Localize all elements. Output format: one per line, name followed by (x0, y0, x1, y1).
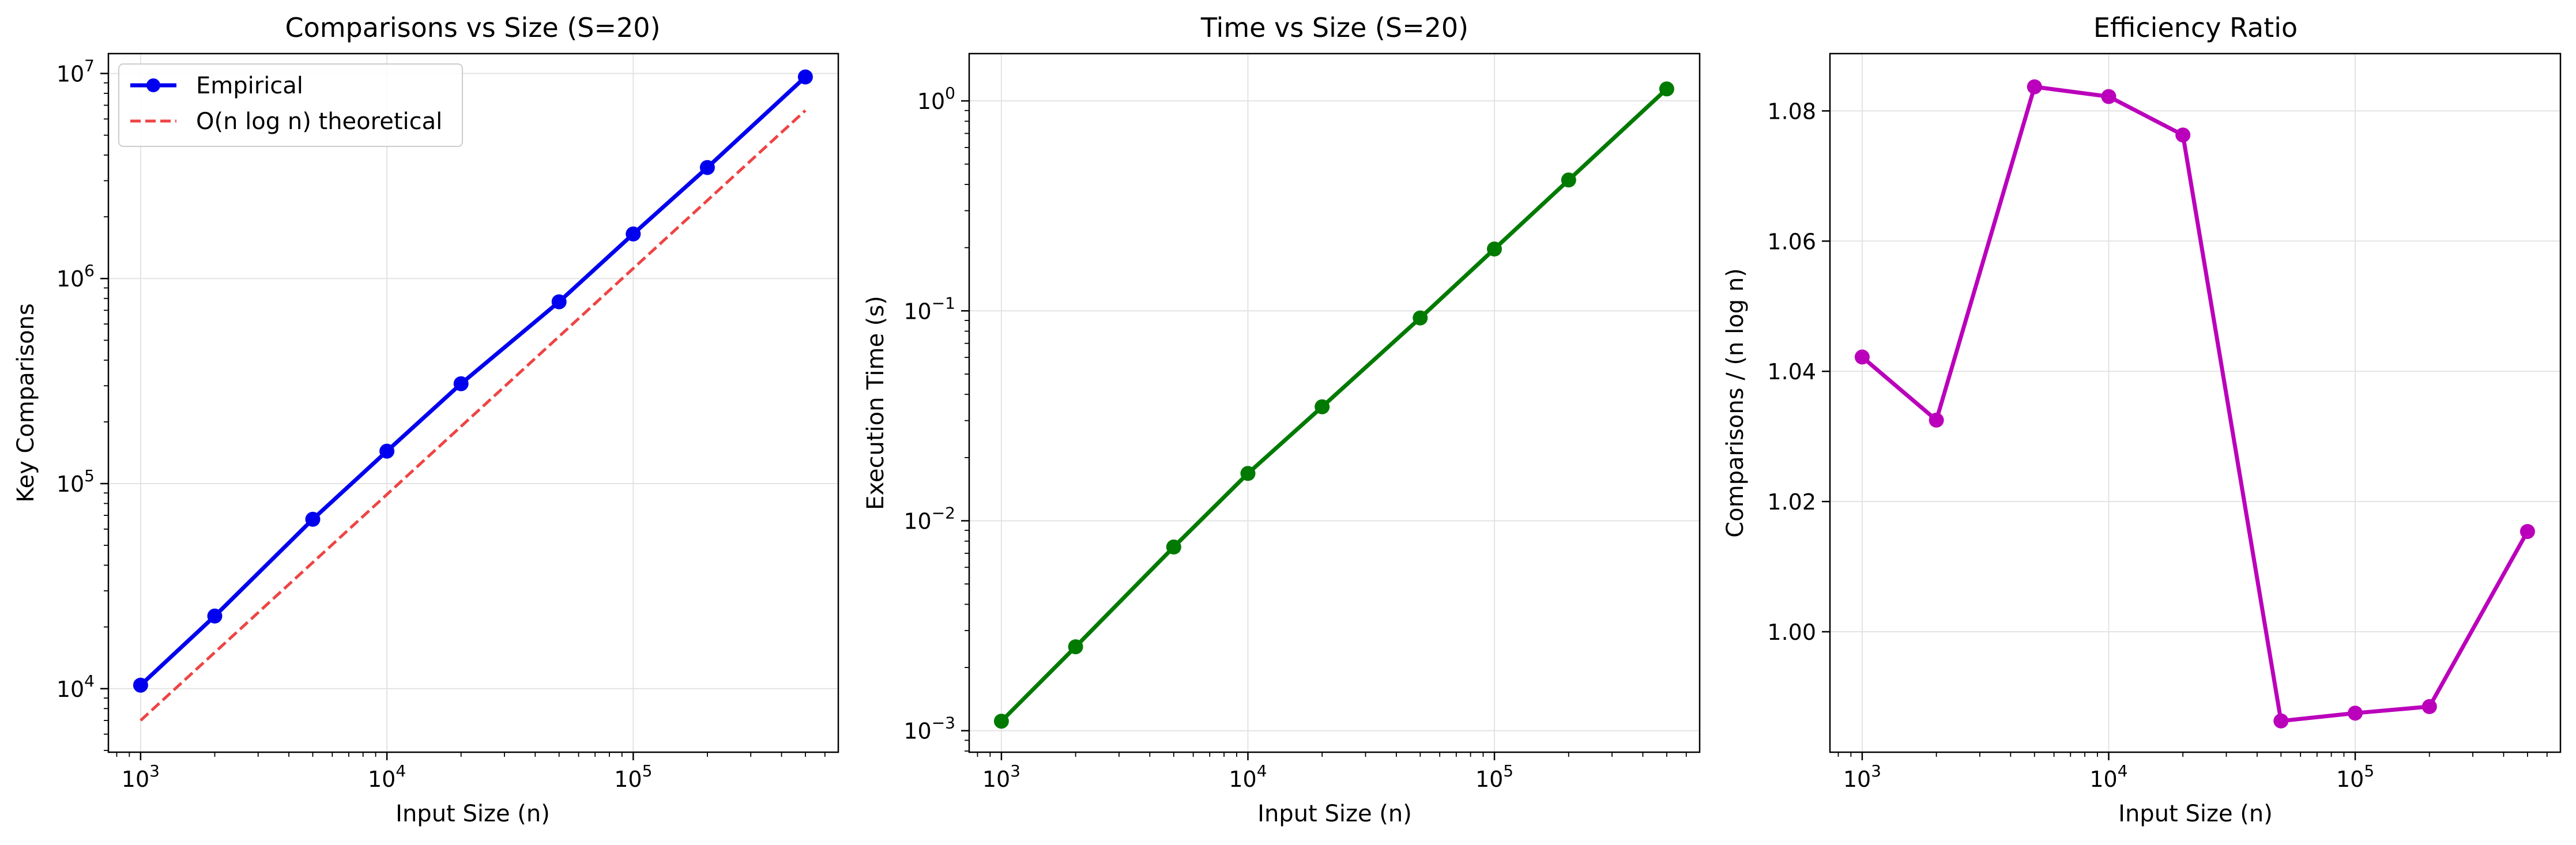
x-tick-label: 105 (614, 761, 652, 792)
data-point (551, 294, 567, 310)
data-point (1659, 81, 1674, 97)
x-tick-label: 103 (982, 761, 1020, 792)
data-point (2421, 699, 2437, 714)
legend-label-theoretical: O(n log n) theoretical (196, 108, 442, 135)
x-tick-label: 105 (1475, 761, 1513, 792)
data-point (993, 714, 1009, 729)
data-point (1166, 540, 1181, 554)
time-vs-size-chart: Time vs Size (S=20) 103 104 105 10−3 10−2 10… (863, 12, 1701, 827)
data-point (379, 443, 395, 459)
data-point (699, 160, 715, 175)
data-point (2101, 89, 2116, 104)
series-line-1 (140, 109, 807, 722)
data-point (626, 226, 641, 242)
y-axis-label: Comparisons / (n log n) (1722, 268, 1749, 538)
data-point (1854, 349, 1870, 365)
y-tick-label: 107 (57, 56, 95, 86)
x-tick-label: 105 (2336, 761, 2374, 792)
x-axis-label: Input Size (n) (1257, 801, 1412, 827)
x-axis-label: Input Size (n) (396, 801, 550, 827)
y-tick-label: 10−2 (903, 503, 955, 534)
efficiency-ratio-chart: Efficiency Ratio 103 104 105 1.00 1.02 1.04 1… (1722, 12, 2562, 827)
data-point (797, 69, 813, 85)
y-tick-label: 1.02 (1767, 489, 1816, 515)
y-tick-label: 1.00 (1767, 620, 1816, 645)
chart-title: Comparisons vs Size (S=20) (285, 12, 660, 43)
legend-marker-empirical (146, 78, 160, 92)
data-point (1413, 310, 1428, 326)
y-tick-label: 10−1 (903, 293, 955, 324)
chart-title: Efficiency Ratio (2093, 12, 2298, 43)
legend-label-empirical: Empirical (196, 73, 303, 99)
x-tick-label: 104 (1229, 761, 1267, 792)
y-tick-label: 105 (57, 466, 95, 497)
data-point (133, 677, 148, 693)
x-tick-label: 104 (368, 761, 406, 792)
comparisons-vs-size-chart: Comparisons vs Size (S=20) 103 104 105 104… (13, 12, 839, 827)
y-tick-label: 106 (57, 261, 95, 292)
x-axis-label: Input Size (n) (2118, 801, 2273, 827)
data-point (2175, 127, 2191, 143)
y-tick-label: 104 (57, 672, 95, 702)
data-point (1068, 639, 1083, 655)
y-tick-label: 100 (917, 84, 955, 114)
x-tick-label: 104 (2089, 761, 2127, 792)
data-point (453, 376, 469, 391)
y-tick-label: 1.04 (1767, 359, 1816, 384)
plot-frame (1829, 52, 2562, 753)
data-point (1315, 399, 1330, 414)
data-point (1240, 466, 1256, 481)
data-point (2273, 713, 2289, 729)
data-point (2519, 524, 2535, 540)
legend: Empirical O(n log n) theoretical (118, 63, 463, 147)
data-point (305, 511, 321, 527)
data-point (2348, 706, 2363, 721)
data-point (1487, 242, 1502, 256)
y-tick-label: 10−3 (903, 714, 955, 744)
y-tick-label: 1.06 (1767, 229, 1816, 254)
plot-frame (107, 52, 839, 753)
data-point (2027, 79, 2042, 95)
data-point (207, 608, 223, 624)
chart-title: Time vs Size (S=20) (1200, 12, 1468, 43)
legend-box (118, 63, 463, 147)
plot-frame (968, 52, 1701, 753)
data-point (1929, 412, 1944, 428)
x-tick-label: 103 (1843, 761, 1881, 792)
y-tick-label: 1.08 (1767, 99, 1816, 124)
x-tick-label: 103 (122, 761, 160, 792)
y-axis-label: Execution Time (s) (863, 296, 889, 510)
data-point (1561, 172, 1576, 188)
y-axis-label: Key Comparisons (13, 303, 39, 503)
